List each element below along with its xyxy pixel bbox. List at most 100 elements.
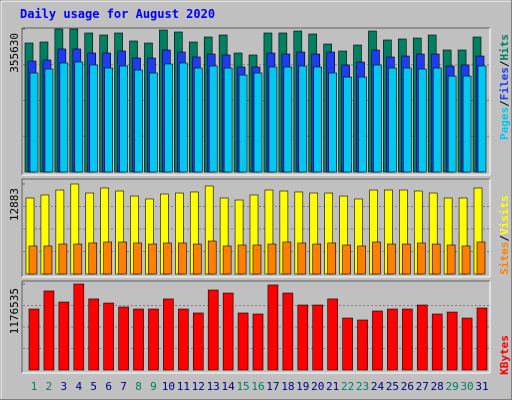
x-tick-label: 3	[61, 380, 68, 393]
bar	[447, 75, 457, 173]
bar	[387, 308, 398, 371]
bar	[282, 292, 294, 371]
bar	[73, 283, 85, 371]
bar	[387, 243, 396, 275]
bar	[163, 242, 172, 275]
x-tick-label: 24	[371, 380, 385, 393]
bar	[358, 76, 367, 173]
legend-separator: /	[498, 100, 511, 107]
bar	[461, 245, 471, 275]
bar	[298, 65, 308, 173]
bar	[342, 244, 351, 275]
bar	[342, 317, 353, 371]
bar	[192, 243, 202, 275]
x-tick-label: 9	[150, 380, 157, 393]
bar	[237, 244, 247, 275]
bar	[402, 243, 411, 275]
x-tick-label: 21	[326, 380, 339, 393]
bar	[149, 72, 158, 173]
chart-title: Daily usage for August 2020	[20, 7, 215, 21]
y-tick-label: 12883	[8, 188, 21, 221]
x-tick-label: 12	[192, 380, 205, 393]
bar	[268, 66, 278, 173]
legend-entry: Files	[498, 67, 511, 100]
x-tick-label: 7	[120, 380, 127, 393]
bar	[417, 68, 427, 173]
bar	[402, 308, 413, 371]
x-tick-label: 26	[401, 380, 414, 393]
bar	[432, 67, 442, 173]
bar	[178, 242, 187, 275]
x-tick-label: 4	[75, 380, 82, 393]
bar	[476, 241, 486, 275]
legend: KBytes	[498, 335, 511, 375]
x-tick-label: 6	[105, 380, 112, 393]
bar	[103, 241, 112, 275]
legend: Pages/Files/Hits	[498, 34, 511, 140]
bar	[133, 308, 144, 371]
bar	[297, 242, 307, 275]
bar	[88, 298, 100, 371]
bar	[58, 243, 68, 275]
legend: Sites/Visits	[498, 195, 511, 275]
bar	[59, 62, 69, 173]
x-tick-label: 13	[207, 380, 220, 393]
x-tick-label: 14	[222, 380, 236, 393]
x-tick-label: 27	[416, 380, 429, 393]
bar	[416, 304, 428, 371]
bar	[164, 63, 173, 173]
legend-separator: /	[498, 60, 511, 67]
bar	[118, 306, 129, 371]
bar	[252, 244, 262, 275]
bar	[372, 241, 381, 275]
bar	[476, 307, 488, 371]
bar	[73, 243, 83, 275]
bar	[89, 64, 99, 173]
x-tick-label: 22	[341, 380, 354, 393]
bar	[267, 284, 279, 371]
bar	[357, 319, 368, 371]
bar	[416, 242, 426, 275]
bar	[148, 308, 159, 371]
bar	[118, 241, 127, 275]
y-tick-label: 1176535	[8, 288, 21, 334]
bar	[208, 65, 218, 173]
legend-entry: Pages	[498, 107, 511, 140]
legend-entry: Hits	[498, 34, 511, 61]
bar	[74, 61, 84, 173]
bar	[252, 313, 264, 371]
bar	[28, 245, 38, 275]
x-tick-label: 15	[236, 380, 249, 393]
x-tick-label: 16	[251, 380, 264, 393]
legend-entry: Sites	[498, 242, 511, 275]
bar	[119, 65, 128, 173]
x-tick-label: 23	[356, 380, 369, 393]
bar	[88, 242, 98, 275]
x-tick-label: 25	[386, 380, 399, 393]
bar	[207, 240, 217, 275]
bar	[431, 243, 441, 275]
bar	[43, 290, 55, 371]
bar	[104, 67, 113, 173]
bar	[223, 67, 233, 173]
bar	[373, 64, 382, 173]
bar	[238, 74, 248, 173]
bar	[58, 301, 70, 371]
bar	[148, 243, 157, 275]
bar	[282, 241, 292, 275]
x-tick-label: 30	[460, 380, 473, 393]
legend-entry: KBytes	[498, 335, 511, 375]
bar	[461, 317, 473, 371]
bar	[267, 243, 277, 275]
bar	[357, 245, 366, 275]
bar	[312, 304, 324, 371]
bar	[103, 302, 114, 371]
bar	[133, 242, 142, 275]
bar	[178, 308, 189, 371]
x-tick-label: 29	[446, 380, 459, 393]
bar	[328, 72, 337, 173]
bar	[283, 66, 293, 173]
legend-separator: /	[498, 235, 511, 242]
x-tick-label: 20	[311, 380, 324, 393]
